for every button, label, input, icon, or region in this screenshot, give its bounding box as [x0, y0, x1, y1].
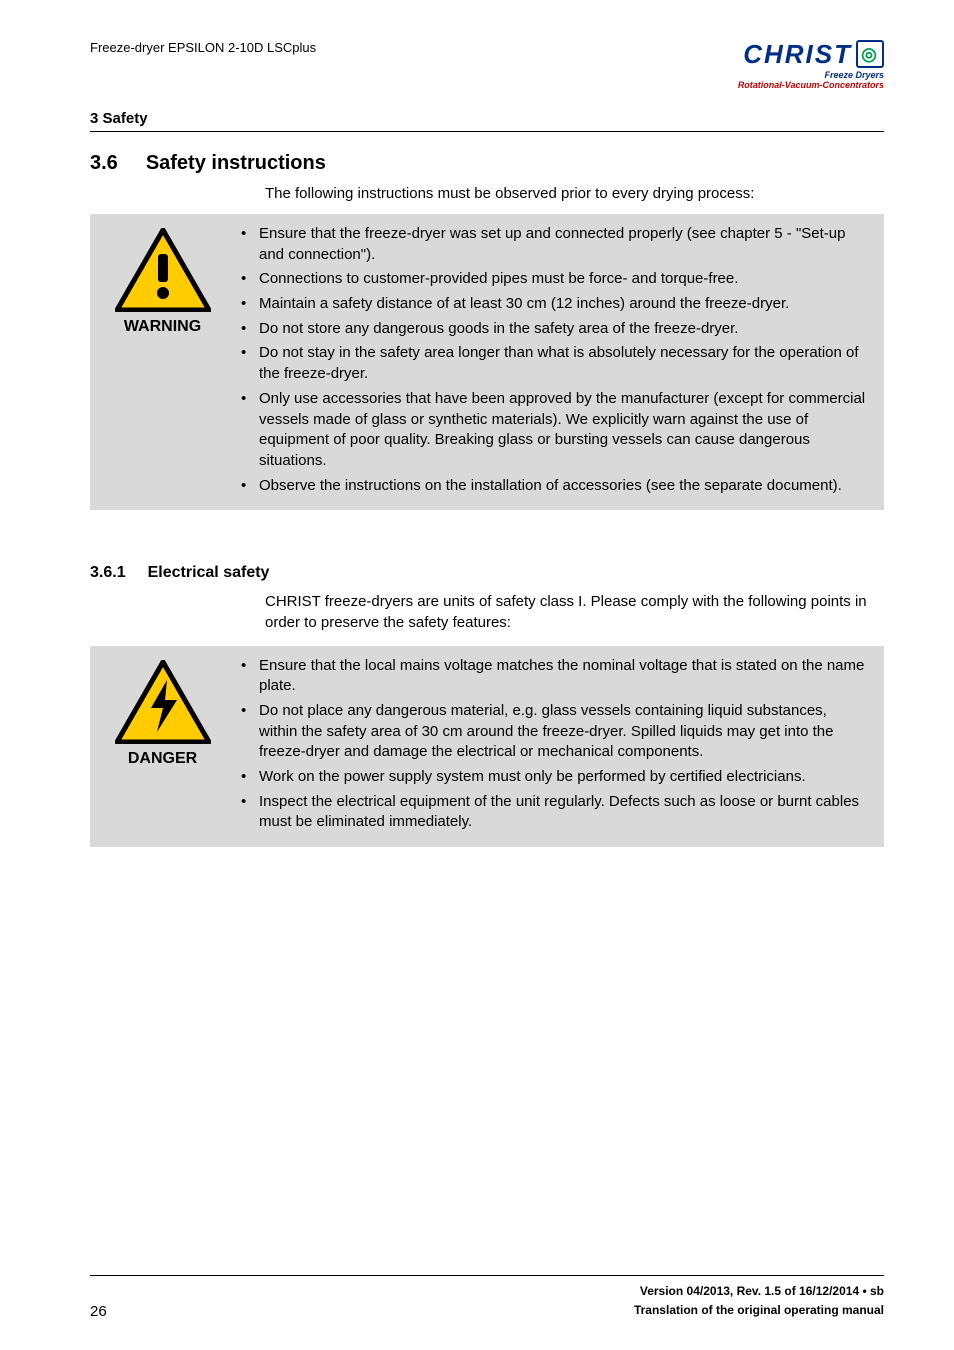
heading-3: 3.6.1 Electrical safety	[90, 564, 884, 582]
brand-logo: CHRIST ◎ Freeze Dryers Rotational-Vacuum…	[738, 40, 884, 90]
section-label: 3 Safety	[90, 110, 884, 127]
danger-callout: DANGER Ensure that the local mains volta…	[90, 646, 884, 848]
intro-text: The following instructions must be obser…	[265, 185, 884, 202]
warning-body: Ensure that the freeze-dryer was set up …	[239, 224, 866, 500]
footer-translation: Translation of the original operating ma…	[634, 1301, 884, 1320]
danger-bullet: Ensure that the local mains voltage matc…	[239, 656, 866, 697]
warning-bullet: Observe the instructions on the installa…	[239, 476, 866, 497]
warning-bullet: Connections to customer-provided pipes m…	[239, 269, 866, 290]
danger-bullet: Work on the power supply system must onl…	[239, 767, 866, 788]
heading-2: 3.6 Safety instructions	[90, 152, 884, 175]
logo-swirl-icon: ◎	[856, 40, 884, 68]
warning-bullet: Maintain a safety distance of at least 3…	[239, 294, 866, 315]
page-footer: 26 Version 04/2013, Rev. 1.5 of 16/12/20…	[90, 1275, 884, 1320]
warning-label: WARNING	[100, 318, 225, 336]
warning-bullet: Do not store any dangerous goods in the …	[239, 319, 866, 340]
h2-title: Safety instructions	[146, 152, 326, 175]
page-number: 26	[90, 1303, 107, 1320]
header-rule	[90, 131, 884, 132]
logo-text: CHRIST	[743, 41, 852, 67]
warning-bullet: Do not stay in the safety area longer th…	[239, 343, 866, 384]
warning-callout: WARNING Ensure that the freeze-dryer was…	[90, 214, 884, 510]
doc-title: Freeze-dryer EPSILON 2-10D LSCplus	[90, 40, 316, 55]
footer-version: Version 04/2013, Rev. 1.5 of 16/12/2014 …	[634, 1282, 884, 1301]
danger-triangle-icon	[115, 660, 211, 744]
body-paragraph: CHRIST freeze-dryers are units of safety…	[265, 592, 884, 633]
warning-bullet: Only use accessories that have been appr…	[239, 389, 866, 472]
danger-bullet: Do not place any dangerous material, e.g…	[239, 701, 866, 763]
warning-bullet: Ensure that the freeze-dryer was set up …	[239, 224, 866, 265]
danger-bullet: Inspect the electrical equipment of the …	[239, 792, 866, 833]
logo-subtitle-1: Freeze Dryers	[738, 70, 884, 80]
warning-triangle-icon	[115, 228, 211, 312]
danger-body: Ensure that the local mains voltage matc…	[239, 656, 866, 838]
h3-title: Electrical safety	[148, 564, 270, 582]
h3-number: 3.6.1	[90, 564, 126, 582]
danger-label: DANGER	[100, 750, 225, 768]
h2-number: 3.6	[90, 152, 118, 175]
logo-subtitle-2: Rotational-Vacuum-Concentrators	[738, 80, 884, 90]
